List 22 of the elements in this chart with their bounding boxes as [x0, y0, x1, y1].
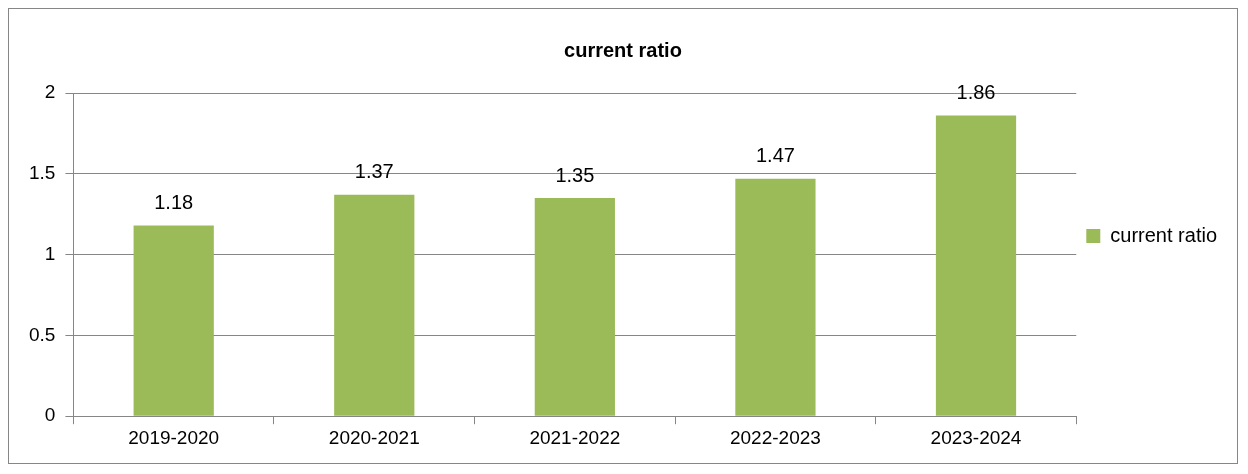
bar — [735, 178, 816, 416]
y-tick-label: 0 — [44, 404, 56, 426]
x-tick-label: 2021-2022 — [529, 426, 621, 448]
y-tick-label: 1.5 — [28, 162, 56, 184]
bar — [334, 194, 415, 416]
x-tick-label: 2020-2021 — [328, 426, 420, 448]
y-tick-label: 0.5 — [28, 323, 56, 345]
data-label: 1.18 — [154, 191, 194, 214]
data-label: 1.47 — [755, 144, 795, 167]
y-tick-label: 1 — [44, 242, 56, 264]
data-label: 1.37 — [354, 160, 394, 183]
bar — [133, 225, 214, 416]
bar — [534, 198, 615, 416]
x-tick-label: 2023-2024 — [930, 426, 1022, 448]
x-tick-label: 2019-2020 — [128, 426, 220, 448]
legend-label: current ratio — [1110, 223, 1218, 246]
data-label: 1.86 — [956, 81, 996, 104]
y-tick-label: 2 — [44, 81, 56, 103]
chart-title: current ratio — [564, 38, 682, 61]
x-tick-label: 2022-2023 — [729, 426, 821, 448]
data-label: 1.35 — [555, 163, 595, 186]
bar — [935, 115, 1017, 416]
